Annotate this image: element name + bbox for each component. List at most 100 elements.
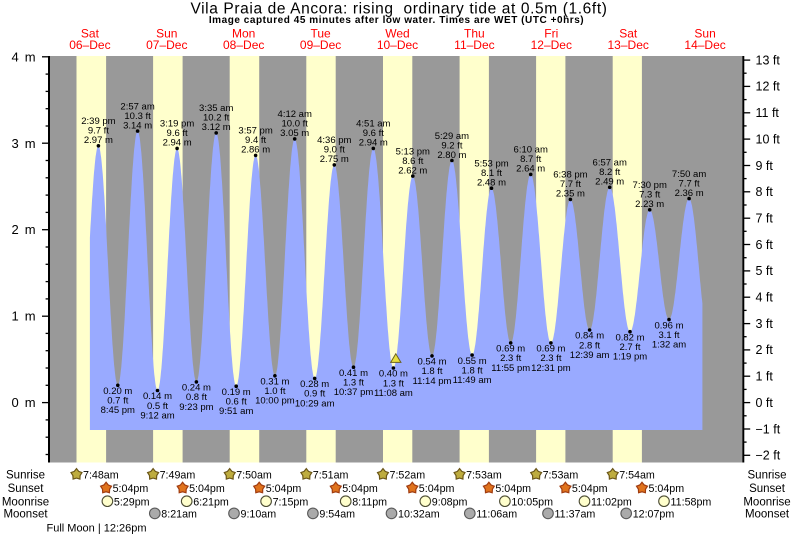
- svg-text:2.48 m: 2.48 m: [477, 178, 506, 189]
- svg-text:10:05pm: 10:05pm: [511, 496, 553, 508]
- svg-text:Thu: Thu: [464, 27, 485, 41]
- svg-text:8:21am: 8:21am: [161, 509, 197, 521]
- svg-text:12 ft: 12 ft: [756, 80, 781, 94]
- svg-text:13 ft: 13 ft: [756, 53, 781, 67]
- svg-text:5:04pm: 5:04pm: [495, 483, 531, 495]
- svg-text:5:53 pm: 5:53 pm: [474, 159, 508, 170]
- svg-text:10 ft: 10 ft: [756, 132, 781, 146]
- svg-text:0.96 m: 0.96 m: [654, 320, 683, 331]
- svg-text:Sunset: Sunset: [749, 483, 786, 495]
- svg-text:2.97 m: 2.97 m: [84, 135, 113, 146]
- svg-text:2.62 m: 2.62 m: [398, 165, 427, 176]
- svg-text:7:53am: 7:53am: [466, 470, 502, 482]
- svg-text:11:06am: 11:06am: [476, 509, 517, 521]
- svg-text:3.14 m: 3.14 m: [123, 120, 152, 131]
- svg-text:Moonrise: Moonrise: [2, 496, 49, 508]
- svg-text:7:52am: 7:52am: [390, 470, 426, 482]
- svg-text:Moonset: Moonset: [3, 509, 48, 521]
- svg-text:7.3 ft: 7.3 ft: [639, 190, 660, 201]
- svg-text:9.0 ft: 9.0 ft: [324, 145, 345, 156]
- svg-text:2.64 m: 2.64 m: [516, 164, 545, 175]
- svg-text:7:50am: 7:50am: [236, 470, 272, 482]
- svg-text:Moonset: Moonset: [745, 509, 790, 521]
- svg-text:10:29 am: 10:29 am: [295, 398, 335, 409]
- svg-text:7:53am: 7:53am: [543, 470, 579, 482]
- svg-text:Sunrise: Sunrise: [6, 470, 45, 482]
- svg-text:2.94 m: 2.94 m: [163, 138, 192, 149]
- svg-text:11 ft: 11 ft: [756, 106, 780, 120]
- svg-text:Fri: Fri: [544, 27, 558, 41]
- svg-text:11:37am: 11:37am: [555, 509, 596, 521]
- svg-text:9:54am: 9:54am: [319, 509, 355, 521]
- svg-text:2.35 m: 2.35 m: [556, 189, 585, 200]
- svg-text:10.3 ft: 10.3 ft: [124, 111, 151, 122]
- svg-text:8.1 ft: 8.1 ft: [481, 168, 502, 179]
- svg-text:2:39 pm: 2:39 pm: [81, 116, 115, 127]
- svg-text:0.41 m: 0.41 m: [339, 368, 368, 379]
- svg-text:3:57 pm: 3:57 pm: [238, 126, 272, 137]
- svg-text:2.8 ft: 2.8 ft: [579, 340, 600, 351]
- svg-text:6:21pm: 6:21pm: [193, 496, 229, 508]
- svg-text:5:04pm: 5:04pm: [419, 483, 455, 495]
- svg-text:5:04pm: 5:04pm: [342, 483, 378, 495]
- svg-text:8:45 pm: 8:45 pm: [101, 405, 135, 416]
- svg-text:0 m: 0 m: [12, 395, 37, 410]
- svg-text:3:35 am: 3:35 am: [199, 103, 233, 114]
- svg-text:5:04pm: 5:04pm: [266, 483, 302, 495]
- svg-text:9.6 ft: 9.6 ft: [363, 128, 384, 139]
- svg-text:4:36 pm: 4:36 pm: [317, 135, 351, 146]
- svg-text:11:08 am: 11:08 am: [374, 388, 413, 399]
- svg-text:0.31 m: 0.31 m: [260, 377, 289, 388]
- svg-text:3.12 m: 3.12 m: [202, 122, 231, 133]
- svg-text:9:12 am: 9:12 am: [140, 410, 174, 421]
- svg-text:9.2 ft: 9.2 ft: [441, 140, 462, 151]
- svg-text:1:32 am: 1:32 am: [652, 340, 686, 351]
- svg-text:0.69 m: 0.69 m: [496, 344, 525, 355]
- svg-text:6:38 pm: 6:38 pm: [553, 170, 587, 181]
- svg-text:8 ft: 8 ft: [756, 185, 774, 199]
- svg-text:Full Moon | 12:26pm: Full Moon | 12:26pm: [47, 523, 147, 535]
- svg-text:0.55 m: 0.55 m: [458, 356, 487, 367]
- svg-text:Moonrise: Moonrise: [743, 496, 790, 508]
- svg-text:1.8 ft: 1.8 ft: [421, 366, 442, 377]
- svg-text:0.84 m: 0.84 m: [575, 331, 604, 342]
- svg-text:Mon: Mon: [232, 27, 255, 41]
- svg-text:5:13 pm: 5:13 pm: [396, 146, 430, 157]
- svg-text:0.7 ft: 0.7 ft: [107, 396, 128, 407]
- svg-text:7:30 pm: 7:30 pm: [633, 180, 667, 191]
- svg-text:Tue: Tue: [310, 27, 331, 41]
- svg-text:07–Dec: 07–Dec: [146, 38, 187, 52]
- svg-text:10:00 pm: 10:00 pm: [255, 396, 295, 407]
- svg-text:7:15pm: 7:15pm: [273, 496, 309, 508]
- svg-text:10.0 ft: 10.0 ft: [281, 119, 308, 130]
- svg-text:06–Dec: 06–Dec: [69, 38, 110, 52]
- svg-text:2 m: 2 m: [12, 222, 37, 237]
- svg-text:Sat: Sat: [81, 27, 100, 41]
- svg-text:8.2 ft: 8.2 ft: [599, 167, 620, 178]
- svg-text:12:39 am: 12:39 am: [570, 350, 610, 361]
- svg-text:2.75 m: 2.75 m: [320, 154, 349, 165]
- svg-text:14–Dec: 14–Dec: [684, 38, 725, 52]
- svg-text:1.3 ft: 1.3 ft: [343, 378, 364, 389]
- svg-text:5:04pm: 5:04pm: [113, 483, 149, 495]
- svg-text:9:51 am: 9:51 am: [219, 406, 253, 417]
- svg-text:13–Dec: 13–Dec: [608, 38, 649, 52]
- svg-text:2.36 m: 2.36 m: [675, 188, 704, 199]
- svg-text:0.54 m: 0.54 m: [417, 357, 446, 368]
- svg-text:3 ft: 3 ft: [756, 317, 774, 331]
- svg-text:2 ft: 2 ft: [756, 343, 774, 357]
- svg-text:Sat: Sat: [619, 27, 638, 41]
- svg-text:4:12 am: 4:12 am: [278, 109, 312, 120]
- svg-text:1 m: 1 m: [12, 309, 37, 324]
- svg-text:12–Dec: 12–Dec: [531, 38, 572, 52]
- svg-text:8:11pm: 8:11pm: [352, 496, 387, 508]
- svg-text:Sun: Sun: [694, 27, 715, 41]
- svg-text:1:19 pm: 1:19 pm: [613, 352, 647, 363]
- svg-text:−1 ft: −1 ft: [756, 422, 781, 436]
- svg-text:7:54am: 7:54am: [619, 470, 655, 482]
- svg-text:0.8 ft: 0.8 ft: [186, 392, 207, 403]
- svg-text:Sunrise: Sunrise: [748, 470, 787, 482]
- svg-text:0.20 m: 0.20 m: [103, 386, 132, 397]
- svg-text:5:29 am: 5:29 am: [435, 131, 469, 142]
- svg-text:7.7 ft: 7.7 ft: [679, 178, 700, 189]
